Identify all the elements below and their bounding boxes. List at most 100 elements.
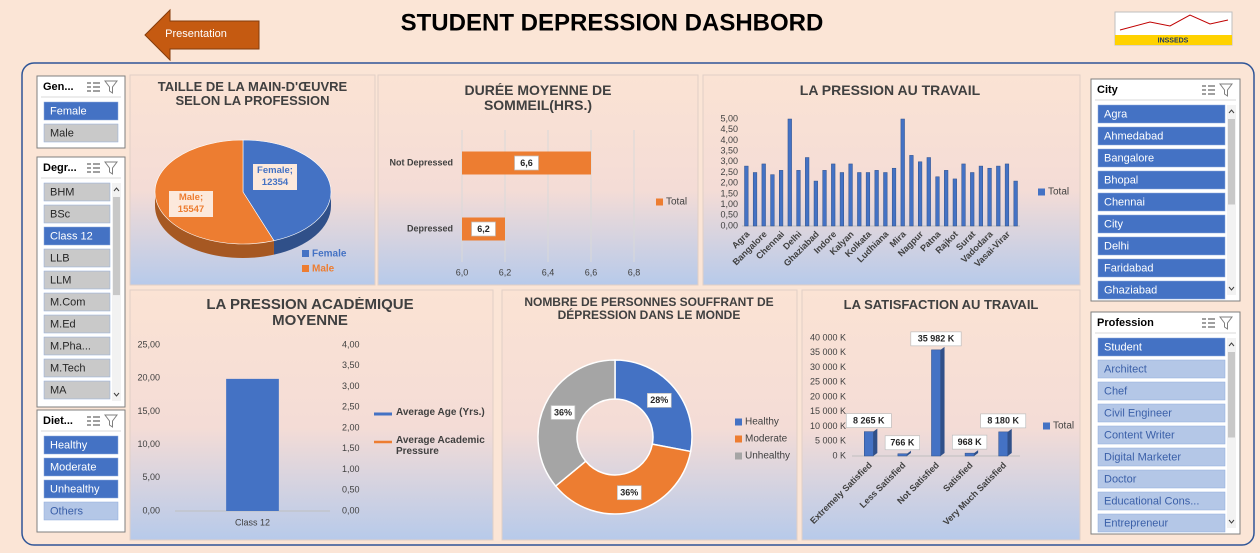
slicer-item[interactable] bbox=[1097, 214, 1226, 234]
slicer-item-label[interactable]: LLB bbox=[50, 252, 70, 264]
slicer-item[interactable] bbox=[43, 204, 111, 224]
slicer[interactable]: Degr... BHM BSc Class 12 LLB LLM M.Com M.Ed M.Ph… bbox=[36, 156, 126, 408]
slicer-item[interactable] bbox=[43, 435, 119, 455]
slicer-item-label[interactable]: BSc bbox=[50, 208, 71, 220]
slicer-item-label[interactable]: Others bbox=[50, 505, 84, 517]
slicer-item[interactable] bbox=[1097, 359, 1226, 379]
slicer-item-label[interactable]: Healthy bbox=[50, 439, 88, 451]
slicer-item-label[interactable]: Delhi bbox=[1104, 240, 1129, 252]
slicer-item[interactable] bbox=[43, 380, 111, 400]
slicer-item[interactable] bbox=[1097, 425, 1226, 445]
slicer-item[interactable] bbox=[1097, 513, 1226, 533]
bar bbox=[865, 172, 871, 227]
slicer-item[interactable] bbox=[43, 358, 111, 378]
slicer-item-label[interactable]: Digital Marketer bbox=[1104, 451, 1181, 463]
clear-filter-icon[interactable] bbox=[1219, 83, 1233, 97]
slicer-item-label[interactable]: Student bbox=[1104, 341, 1142, 353]
slicer-item[interactable] bbox=[1097, 126, 1226, 146]
slicer-item-label[interactable]: Content Writer bbox=[1104, 429, 1175, 441]
slicer-item[interactable] bbox=[43, 479, 119, 499]
scroll-down[interactable] bbox=[113, 392, 120, 397]
slicer-item[interactable] bbox=[1097, 104, 1226, 124]
slicer-item-label[interactable]: Moderate bbox=[50, 461, 96, 473]
bar-side bbox=[974, 450, 979, 456]
slicer-item-label[interactable]: Female bbox=[50, 105, 87, 117]
slicer-item[interactable] bbox=[43, 314, 111, 334]
slicer-item[interactable] bbox=[1097, 280, 1226, 300]
data-label-box bbox=[845, 413, 892, 428]
slicer-item[interactable] bbox=[43, 182, 111, 202]
scrollbar-thumb[interactable] bbox=[113, 197, 120, 296]
slicer[interactable]: Profession Student Architect Chef Civil Engi… bbox=[1090, 311, 1241, 535]
presentation-button[interactable]: Presentation bbox=[144, 8, 260, 62]
multi-select-icon[interactable] bbox=[1202, 85, 1215, 95]
slicer-item-label[interactable]: Ghaziabad bbox=[1104, 284, 1157, 296]
slicer[interactable]: City Agra Ahmedabad Bangalore Bhopal Chennai C… bbox=[1090, 78, 1241, 302]
slicer-item[interactable] bbox=[1097, 236, 1226, 256]
slicer-item-label[interactable]: Agra bbox=[1104, 108, 1128, 120]
arrow-shape[interactable] bbox=[144, 8, 260, 62]
multi-select-icon[interactable] bbox=[1202, 318, 1215, 328]
slicer-item[interactable] bbox=[43, 123, 119, 143]
scroll-down[interactable] bbox=[1228, 519, 1235, 524]
slicer-item-label[interactable]: M.Com bbox=[50, 296, 85, 308]
slicer-item-label[interactable]: Faridabad bbox=[1104, 262, 1154, 274]
logo: INSSEDS bbox=[1114, 11, 1233, 46]
slicer-item[interactable] bbox=[1097, 337, 1226, 357]
slicer-item-label[interactable]: Unhealthy bbox=[50, 483, 100, 495]
slicer-item-label[interactable]: Bhopal bbox=[1104, 174, 1138, 186]
slicer-item[interactable] bbox=[1097, 258, 1226, 278]
scroll-up[interactable] bbox=[1228, 342, 1235, 347]
slicer-item-label[interactable]: BHM bbox=[50, 186, 74, 198]
clear-filter-icon[interactable] bbox=[104, 414, 118, 428]
slicer-item-label[interactable]: Entrepreneur bbox=[1104, 517, 1169, 529]
slicer-item[interactable] bbox=[43, 501, 119, 521]
slicer-item-label[interactable]: Chef bbox=[1104, 385, 1128, 397]
slicer-item-label[interactable]: Civil Engineer bbox=[1104, 407, 1172, 419]
slicer-item-label[interactable]: LLM bbox=[50, 274, 71, 286]
scroll-down[interactable] bbox=[1228, 286, 1235, 291]
slicer-item[interactable] bbox=[43, 336, 111, 356]
slicer-item-label[interactable]: Bangalore bbox=[1104, 152, 1154, 164]
slicer-item-label[interactable]: MA bbox=[50, 384, 67, 396]
slicer-item[interactable] bbox=[1097, 403, 1226, 423]
slicer-item[interactable] bbox=[43, 457, 119, 477]
slicer-item[interactable] bbox=[1097, 469, 1226, 489]
slicer-item-label[interactable]: Doctor bbox=[1104, 473, 1137, 485]
slicer-item[interactable] bbox=[1097, 170, 1226, 190]
pie-slice-side bbox=[273, 192, 331, 255]
slicer-item[interactable] bbox=[1097, 491, 1226, 511]
slicer-item-label[interactable]: M.Pha... bbox=[50, 340, 91, 352]
clear-filter-icon[interactable] bbox=[1219, 316, 1233, 330]
slicer[interactable]: Diet... Healthy Moderate Unhealthy Others bbox=[36, 409, 126, 533]
button-label[interactable]: Presentation bbox=[165, 28, 227, 40]
scrollbar-thumb[interactable] bbox=[1228, 352, 1235, 438]
slicer-item-label[interactable]: Male bbox=[50, 127, 74, 139]
slicer-item[interactable] bbox=[43, 101, 119, 121]
scrollbar-thumb[interactable] bbox=[1228, 119, 1235, 205]
slicer-item[interactable] bbox=[1097, 381, 1226, 401]
slicer-item[interactable] bbox=[1097, 148, 1226, 168]
slicer-item-label[interactable]: Ahmedabad bbox=[1104, 130, 1163, 142]
slicer[interactable]: Gen... Female Male bbox=[36, 75, 126, 149]
slicer-item[interactable] bbox=[43, 226, 111, 246]
clear-filter-icon[interactable] bbox=[104, 80, 118, 94]
multi-select-icon[interactable] bbox=[87, 416, 100, 426]
clear-filter-icon[interactable] bbox=[104, 161, 118, 175]
slicer-item-label[interactable]: Class 12 bbox=[50, 230, 93, 242]
slicer-item[interactable] bbox=[1097, 192, 1226, 212]
slicer-item-label[interactable]: Chennai bbox=[1104, 196, 1145, 208]
slicer-item-label[interactable]: Educational Cons... bbox=[1104, 495, 1199, 507]
slicer-item[interactable] bbox=[43, 248, 111, 268]
scroll-up[interactable] bbox=[113, 187, 120, 192]
slicer-item[interactable] bbox=[43, 270, 111, 290]
slicer-item-label[interactable]: City bbox=[1104, 218, 1123, 230]
slicer-item[interactable] bbox=[1097, 447, 1226, 467]
multi-select-icon[interactable] bbox=[87, 82, 100, 92]
multi-select-icon[interactable] bbox=[87, 163, 100, 173]
slicer-item-label[interactable]: M.Tech bbox=[50, 362, 85, 374]
slicer-item-label[interactable]: Architect bbox=[1104, 363, 1147, 375]
slicer-item[interactable] bbox=[43, 292, 111, 312]
slicer-item-label[interactable]: M.Ed bbox=[50, 318, 76, 330]
scroll-up[interactable] bbox=[1228, 109, 1235, 114]
